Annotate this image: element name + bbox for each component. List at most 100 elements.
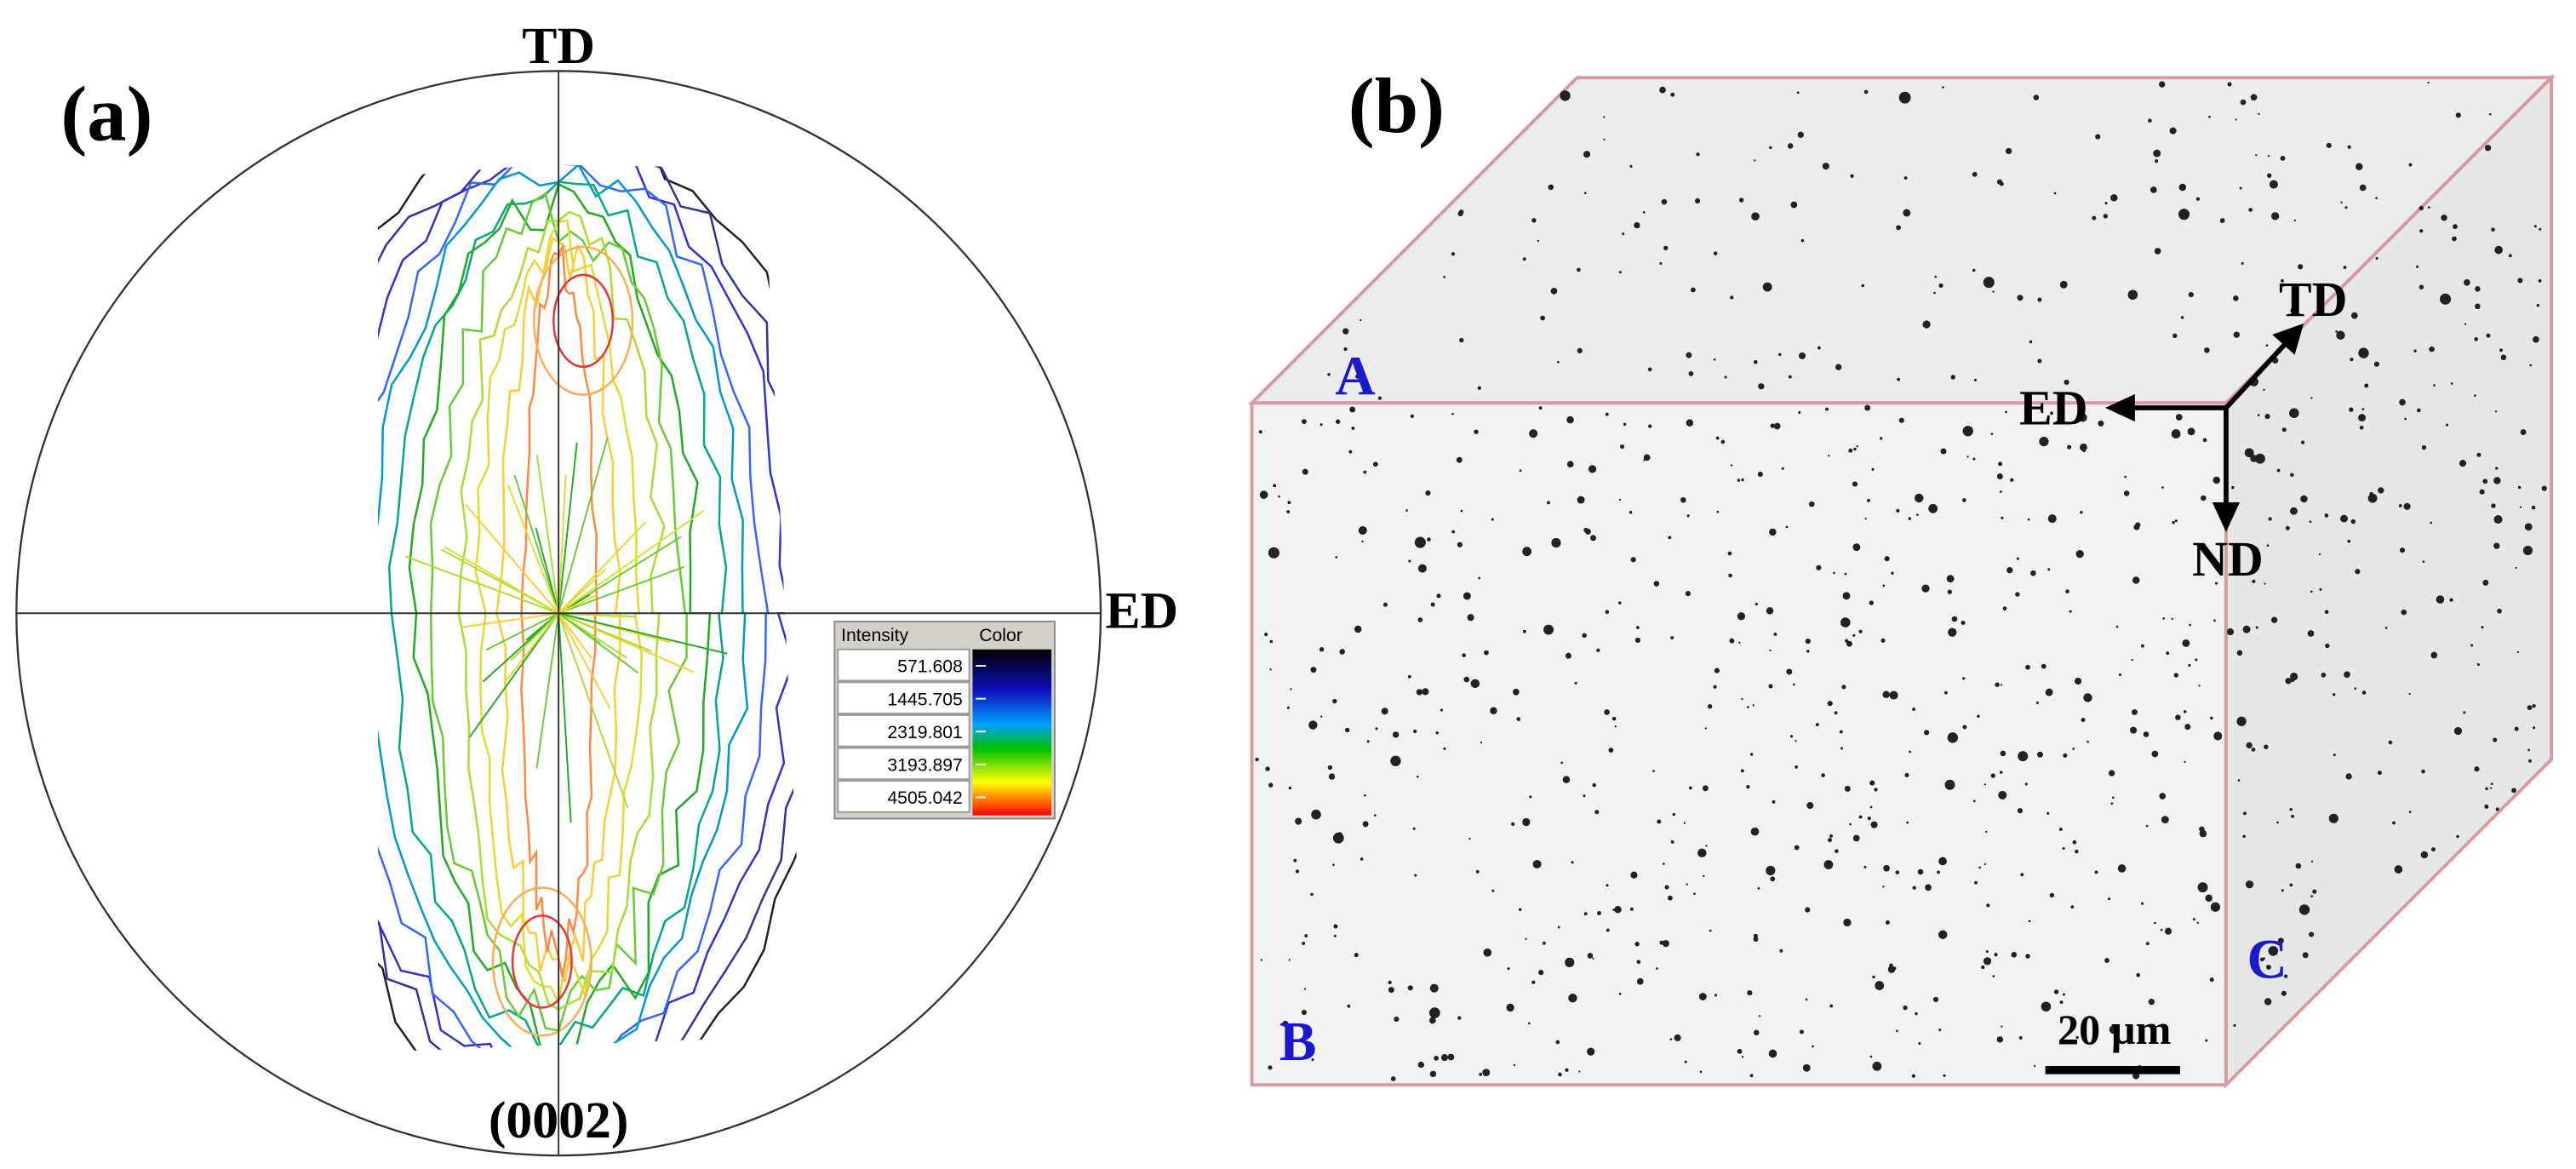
particle [1475,869,1480,874]
direction-label: TD [2279,272,2347,327]
particle [2347,539,2351,543]
particle [2160,928,2163,931]
particle [2161,486,2164,489]
particle [1884,556,1890,562]
legend-cell [837,780,970,813]
particle [2529,364,2533,367]
particle [2276,821,2279,824]
particle [1542,941,1546,945]
particle [1618,992,1622,995]
particle [1478,576,1480,580]
particle [1889,691,1898,700]
particle [1747,706,1749,708]
particle [1629,511,1633,514]
particle [1703,874,1705,878]
particle [2245,880,2254,889]
particle [1319,647,1325,652]
contour-spike [535,454,560,614]
particle [1583,794,1586,798]
particle [1354,953,1359,958]
particle [1757,886,1760,890]
particle [1829,1004,1834,1008]
particle [1737,478,1741,482]
particle [1582,633,1587,639]
particle [1354,625,1362,633]
particle [1972,268,1976,272]
particle [1447,1053,1455,1061]
particle [2318,553,2321,556]
particle [2398,504,2402,507]
particle [2215,582,2218,585]
particle [2522,545,2533,556]
particle [1839,730,1843,734]
particle [1787,143,1794,149]
particle [1543,624,1554,635]
particle [2075,1035,2079,1040]
td-label: TD [522,17,595,75]
particle [1852,543,1861,552]
particle [1538,406,1543,410]
particle [1578,1070,1581,1073]
particle [2302,952,2309,959]
particle [1845,639,1849,643]
particle [1790,201,1798,209]
ed-label: ED [1105,582,1178,640]
particle [1511,822,1515,826]
plane-label: (0002) [489,1092,629,1149]
particle [1943,691,1948,695]
particle [1287,501,1291,505]
particle [2271,616,2278,623]
particle [2289,807,2293,811]
particle [2508,254,2512,258]
particle [2340,514,2348,523]
particle [2416,265,2419,268]
particle [2239,186,2242,190]
contour-spike [558,612,592,660]
particle [1889,963,1893,968]
particle [1282,1020,1289,1028]
particle [1337,832,1343,838]
particle [2347,145,2351,149]
particle [2430,847,2436,852]
particle [1661,198,1668,205]
particle [2378,487,2384,494]
particle [2276,468,2281,473]
particle [1483,948,1492,957]
axes-triad [2104,323,2304,532]
particle [2053,989,2059,994]
particle [1428,1007,1440,1018]
particle [1344,727,1350,733]
particle [2133,524,2140,530]
particle [1551,537,1561,548]
particle [1691,287,1696,293]
particle [2117,864,2127,873]
particle [1696,152,1700,157]
particle [2290,677,2295,683]
particle [2005,147,2012,155]
particle [1531,218,1537,223]
particle [2018,1036,2023,1040]
particle [1922,320,1931,329]
particle [2427,206,2430,209]
particle [1653,581,1660,587]
particle [2075,549,2084,559]
contour-spike [558,612,601,645]
particle [1925,884,1932,891]
legend-cell [837,681,970,714]
particle [2195,197,2201,201]
particle [2361,691,2367,695]
particle [1903,1005,1908,1011]
particle [2029,340,2033,344]
particle [1308,720,1318,730]
particle [1657,819,1662,824]
particle [2150,186,2157,193]
particle [2527,748,2530,752]
particle [2254,453,2265,464]
particle [2143,731,2150,737]
particle [1825,407,1829,411]
particle [1527,1022,1531,1025]
particle [2018,751,2029,762]
particle [2473,394,2476,397]
particle [2059,1000,2064,1004]
particle [1872,975,1875,979]
